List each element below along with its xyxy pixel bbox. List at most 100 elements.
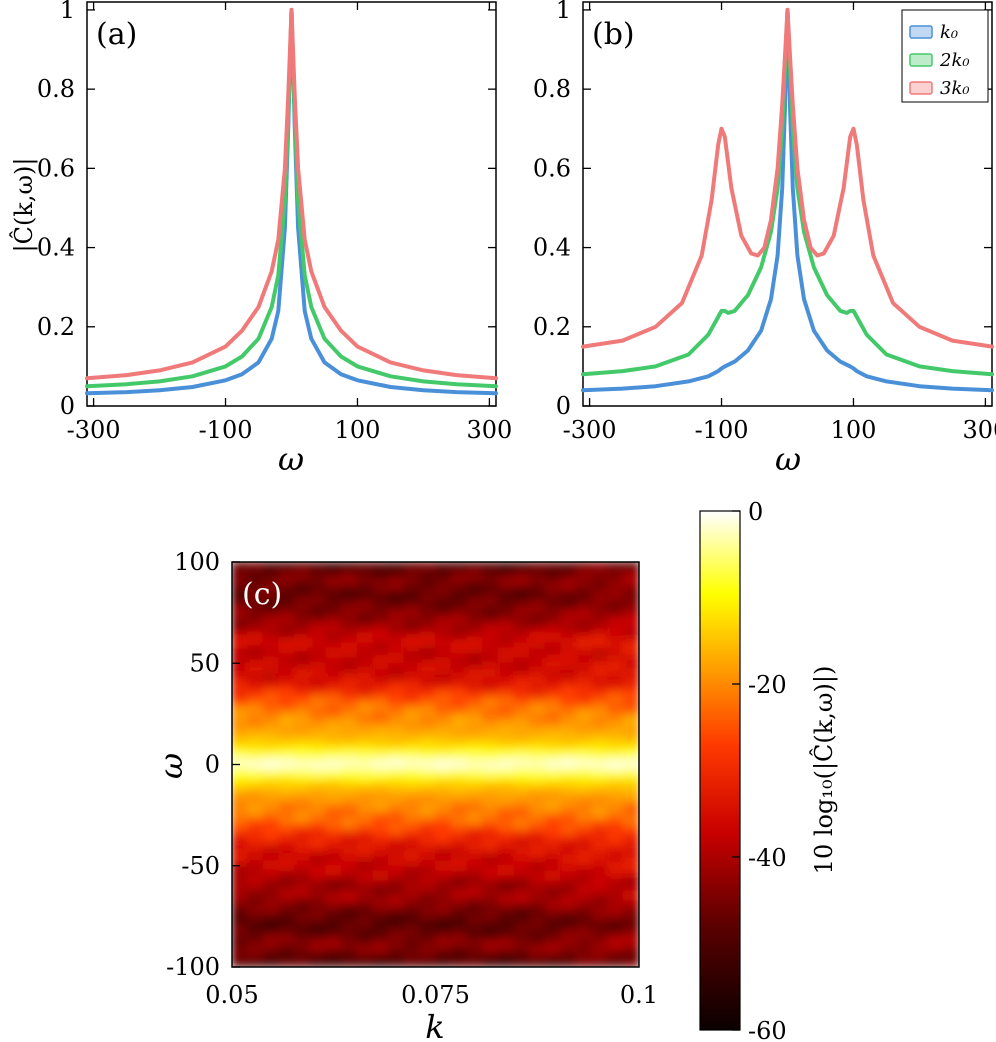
- heatmap-cell: [622, 562, 639, 568]
- heatmap-cell: [575, 733, 593, 740]
- heatmap-cell: [341, 612, 358, 619]
- heatmap-cell: [341, 829, 358, 836]
- heatmap-cell: [466, 890, 483, 897]
- x-tick-label: -300: [67, 416, 121, 444]
- heatmap-cell: [560, 718, 577, 725]
- heatmap-cell: [560, 627, 577, 634]
- heatmap-cell: [450, 860, 468, 867]
- heatmap-cell: [575, 627, 593, 634]
- heatmap-cell: [403, 880, 421, 887]
- heatmap-cell: [544, 951, 562, 958]
- heatmap-cell: [294, 764, 311, 771]
- heatmap-cell: [497, 672, 515, 679]
- y-tick-label: 0.2: [37, 313, 75, 341]
- heatmap-cell: [591, 845, 609, 852]
- heatmap-cell: [513, 855, 530, 862]
- heatmap-cell: [622, 693, 639, 700]
- heatmap-cell: [247, 814, 264, 821]
- heatmap-cell: [607, 839, 624, 846]
- heatmap-cell: [560, 586, 577, 593]
- heatmap-cell: [513, 804, 530, 811]
- heatmap-cell: [309, 865, 327, 872]
- heatmap-cell: [262, 586, 280, 593]
- heatmap-cell: [294, 652, 311, 659]
- heatmap-cell: [232, 839, 249, 846]
- heatmap-cell: [419, 688, 436, 695]
- heatmap-cell: [591, 900, 609, 907]
- heatmap-cell: [388, 738, 405, 745]
- heatmap-cell: [544, 632, 562, 639]
- heatmap-cell: [607, 637, 624, 644]
- heatmap-cell: [325, 596, 343, 603]
- heatmap-cell: [466, 941, 483, 948]
- heatmap-cell: [247, 875, 264, 882]
- heatmap-cell: [466, 814, 483, 821]
- heatmap-cell: [325, 860, 343, 867]
- heatmap-cell: [356, 602, 374, 609]
- heatmap-cell: [622, 824, 639, 831]
- heatmap-cell: [513, 672, 530, 679]
- heatmap-cell: [309, 829, 327, 836]
- heatmap-cell: [575, 774, 593, 781]
- heatmap-cell: [528, 794, 546, 801]
- heatmap-cell: [544, 617, 562, 624]
- heatmap-cell: [419, 758, 436, 765]
- heatmap-cell: [278, 748, 296, 755]
- heatmap-cell: [544, 677, 562, 684]
- heatmap-cell: [419, 713, 436, 720]
- heatmap-cell: [450, 718, 468, 725]
- heatmap-cell: [247, 657, 264, 664]
- heatmap-cell: [419, 839, 436, 846]
- heatmap-cell: [622, 910, 639, 917]
- heatmap-cell: [403, 779, 421, 786]
- heatmap-cell: [294, 728, 311, 735]
- heatmap-cell: [497, 880, 515, 887]
- heatmap-cell: [372, 753, 390, 760]
- legend-swatch-k0: [909, 25, 933, 39]
- heatmap-cell: [544, 789, 562, 796]
- heatmap-cell: [481, 839, 499, 846]
- heatmap-cell: [435, 799, 452, 806]
- heatmap-cell: [419, 708, 436, 715]
- heatmap-cell: [607, 728, 624, 735]
- heatmap-cell: [372, 769, 390, 776]
- heatmap-cell: [325, 764, 343, 771]
- heatmap-cell: [262, 764, 280, 771]
- heatmap-cell: [247, 895, 264, 902]
- heatmap-cell: [356, 910, 374, 917]
- heatmap-cell: [356, 581, 374, 588]
- heatmap-cell: [497, 581, 515, 588]
- heatmap-cell: [622, 961, 639, 967]
- heatmap-cell: [435, 562, 452, 568]
- heatmap-cell: [575, 920, 593, 927]
- heatmap-cell: [481, 632, 499, 639]
- heatmap-cell: [466, 713, 483, 720]
- heatmap-cell: [262, 880, 280, 887]
- heatmap-cell: [372, 900, 390, 907]
- heatmap-cell: [372, 642, 390, 649]
- heatmap-cell: [341, 677, 358, 684]
- heatmap-cell: [388, 834, 405, 841]
- heatmap-cell: [497, 819, 515, 826]
- heatmap-cell: [388, 824, 405, 831]
- heatmap-cell: [341, 748, 358, 755]
- heatmap-cell: [341, 662, 358, 669]
- heatmap-cell: [294, 586, 311, 593]
- heatmap-cell: [372, 936, 390, 943]
- heatmap-cell: [607, 576, 624, 583]
- heatmap-cell: [419, 723, 436, 730]
- heatmap-cell: [262, 799, 280, 806]
- heatmap-cell: [294, 860, 311, 867]
- heatmap-cell: [466, 647, 483, 654]
- heatmap-cell: [341, 860, 358, 867]
- heatmap-cell: [591, 566, 609, 573]
- heatmap-cell: [466, 662, 483, 669]
- heatmap-cell: [262, 753, 280, 760]
- heatmap-cell: [232, 834, 249, 841]
- heatmap-cell: [560, 662, 577, 669]
- heatmap-cell: [544, 845, 562, 852]
- heatmap-cell: [341, 632, 358, 639]
- heatmap-cell: [497, 961, 515, 967]
- heatmap-cell: [607, 850, 624, 857]
- heatmap-cell: [232, 637, 249, 644]
